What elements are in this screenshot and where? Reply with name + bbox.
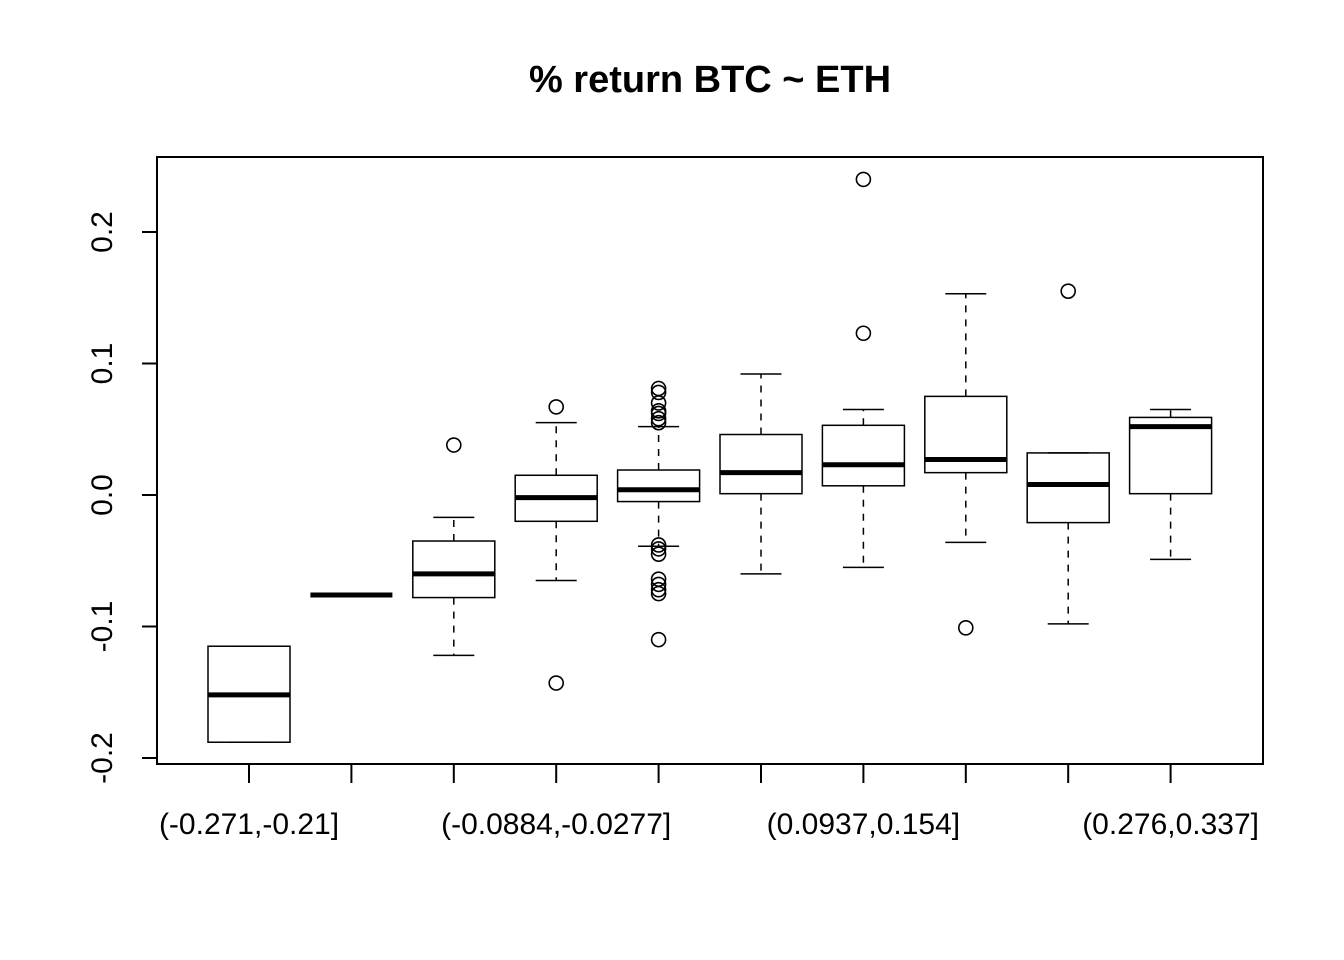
box-group xyxy=(1026,283,1110,625)
box-group xyxy=(821,171,906,569)
outlier-point xyxy=(650,581,667,598)
box-group xyxy=(412,437,496,657)
outlier-point xyxy=(957,620,974,636)
box xyxy=(1128,416,1213,495)
y-tick-label: 0.1 xyxy=(86,343,119,385)
box-group xyxy=(207,645,291,743)
outlier-point xyxy=(650,384,667,401)
box-group xyxy=(719,373,803,575)
outlier-point xyxy=(445,437,462,453)
box-group xyxy=(616,380,701,648)
outlier-point xyxy=(650,537,667,553)
outlier-point xyxy=(855,325,872,342)
x-tick-label: (0.0937,0.154] xyxy=(767,808,961,841)
box-group xyxy=(514,399,598,691)
plot-frame xyxy=(156,156,1264,765)
outlier-point xyxy=(650,403,667,419)
outlier-point xyxy=(650,380,667,397)
box xyxy=(1026,452,1110,524)
outlier-point xyxy=(650,546,667,562)
outlier-point xyxy=(650,410,667,427)
outlier-point xyxy=(548,675,565,691)
y-tick-label: -0.1 xyxy=(86,601,119,653)
outlier-point xyxy=(650,576,667,593)
box-group xyxy=(1128,408,1213,561)
outlier-point xyxy=(650,541,667,557)
x-tick-label: (-0.271,-0.21] xyxy=(159,808,339,841)
box xyxy=(616,469,701,503)
y-tick-label: 0.0 xyxy=(86,474,119,516)
outlier-point xyxy=(548,399,565,415)
outlier-point xyxy=(650,631,667,648)
outlier-point xyxy=(855,171,872,188)
box xyxy=(719,433,803,495)
box xyxy=(821,424,906,487)
box xyxy=(924,395,1008,474)
chart-title: % return BTC ~ ETH xyxy=(529,59,891,101)
x-tick-label: (0.276,0.337] xyxy=(1082,808,1259,841)
x-tick-label: (-0.0884,-0.0277] xyxy=(441,808,671,841)
y-tick-label: -0.2 xyxy=(86,732,119,784)
y-axis: -0.2 -0.1 0.0 0.1 0.2 xyxy=(86,211,158,784)
y-tick-label: 0.2 xyxy=(86,211,119,253)
box xyxy=(412,540,496,599)
box-group xyxy=(924,293,1008,636)
x-axis: (-0.271,-0.21] (-0.0884,-0.0277] (0.0937,0… xyxy=(159,763,1259,841)
outlier-point xyxy=(650,585,667,602)
boxes xyxy=(207,171,1213,743)
outlier-point xyxy=(1060,283,1076,299)
outlier-point xyxy=(650,414,667,431)
